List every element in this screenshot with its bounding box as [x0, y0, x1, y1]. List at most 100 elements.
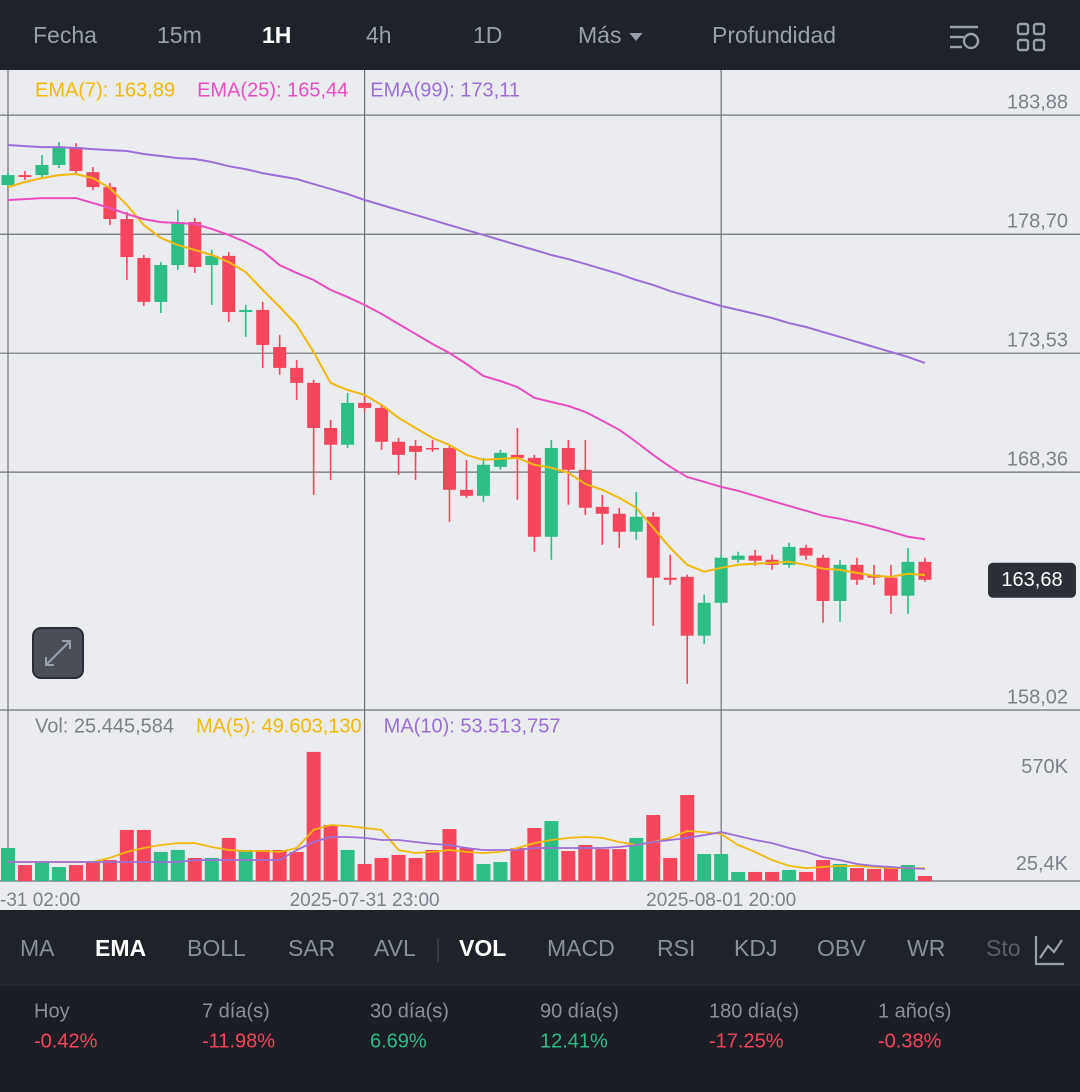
candle-body [120, 219, 134, 258]
ema-line [7, 197, 926, 541]
icon-square [1032, 22, 1046, 36]
performance-value: 6.69% [370, 1030, 427, 1052]
volume-bar [883, 868, 898, 881]
volume-bar [476, 863, 491, 881]
timeframe-tab[interactable]: Fecha [33, 22, 97, 48]
ema-line [7, 172, 925, 578]
volume-bar [510, 848, 525, 881]
indicator-tab[interactable]: WR [907, 935, 945, 961]
legend-entry: MA(5): 49.603,130 [196, 715, 362, 737]
expand-button[interactable] [32, 627, 84, 679]
volume-bar [187, 857, 202, 881]
layout-icon[interactable] [1016, 22, 1046, 52]
volume-bar [391, 854, 406, 881]
volume-bar [866, 868, 881, 881]
volume-bar [629, 837, 644, 881]
y-tick-label: 183,88 [1007, 91, 1068, 113]
candle-body [409, 445, 423, 452]
performance-label: 1 año(s) [878, 1000, 951, 1022]
candle-body [833, 564, 847, 601]
indicator-bar [0, 910, 1080, 985]
y-tick-label: 158,02 [1007, 686, 1068, 708]
candle-body [239, 309, 253, 313]
candle-body [154, 265, 168, 302]
volume-ma-line [8, 831, 925, 870]
x-tick-label: 2025-08-01 20:00 [646, 890, 796, 911]
volume-bar [340, 849, 355, 881]
candle-body [392, 441, 406, 455]
indicator-tab[interactable]: VOL [459, 935, 506, 961]
indicator-tab[interactable]: BOLL [187, 935, 246, 961]
candle-body [595, 506, 609, 514]
candle-body [816, 557, 830, 601]
indicator-tab[interactable]: AVL [374, 935, 416, 961]
candle-body [18, 175, 32, 177]
volume-bar [68, 865, 83, 881]
volume-bar [782, 870, 797, 881]
volume-bar [493, 862, 508, 881]
volume-bar [578, 845, 593, 881]
candle-body [544, 447, 558, 537]
candle-body [476, 464, 490, 496]
candle-body [901, 561, 915, 596]
timeframe-tab[interactable]: 1H [262, 22, 291, 48]
volume-bar [102, 860, 117, 881]
volume-tick-label: 25,4K [1016, 853, 1069, 875]
candle-body [663, 577, 677, 580]
legend-entry: EMA(7): 163,89 [35, 79, 175, 101]
indicator-tab[interactable]: EMA [95, 935, 146, 961]
candle-body [799, 547, 813, 556]
volume-bar [272, 849, 287, 881]
top-bar [0, 0, 1080, 70]
candle-body [442, 447, 456, 490]
volume-tick-label: 570K [1021, 756, 1068, 778]
candle-body [137, 257, 151, 302]
legend-entry: EMA(25): 165,44 [197, 79, 348, 101]
volume-bar [850, 868, 864, 881]
performance-value: 12.41% [540, 1030, 608, 1052]
indicator-tab[interactable]: SAR [288, 935, 335, 961]
volume-bar [748, 871, 763, 881]
volume-bar [799, 871, 814, 881]
settings-icon[interactable] [950, 25, 980, 50]
volume-bar [238, 849, 253, 881]
volume-bar [170, 849, 185, 881]
volume-bar [544, 821, 559, 881]
y-tick-label: 178,70 [1007, 211, 1068, 233]
performance-value: -0.42% [34, 1030, 98, 1052]
timeframe-tab[interactable]: 4h [366, 22, 392, 48]
timeframe-tab[interactable]: Más [578, 22, 621, 48]
volume-bar [612, 849, 627, 881]
indicator-tab[interactable]: Sto [986, 935, 1021, 961]
candle-body [222, 255, 236, 313]
timeframe-tab[interactable]: 15m [157, 22, 202, 48]
indicator-tab[interactable]: RSI [657, 935, 695, 961]
indicator-tab[interactable]: KDJ [734, 935, 777, 961]
candle-body [358, 402, 372, 408]
volume-bar [663, 857, 678, 881]
indicator-tab[interactable]: MA [20, 935, 55, 961]
candle-body [52, 147, 66, 166]
candle-body [714, 557, 728, 603]
volume-bar [425, 849, 440, 881]
volume-bar [731, 871, 746, 881]
volume-bar [714, 854, 729, 881]
candle-body [273, 346, 287, 368]
volume-bar [1, 848, 15, 881]
chart-icon[interactable] [1034, 936, 1064, 966]
timeframe-tab[interactable]: Profundidad [712, 22, 836, 48]
y-tick-label: 173,53 [1007, 329, 1068, 351]
volume-bar [85, 862, 100, 881]
volume-label: Vol: 25.445,584 [35, 715, 174, 737]
candle-body [307, 382, 321, 428]
ema-line [7, 144, 926, 364]
volume-bar [408, 857, 423, 881]
candle-body [578, 469, 592, 508]
indicator-tab[interactable]: OBV [817, 935, 866, 961]
volume-bar [442, 829, 457, 881]
indicator-tab[interactable]: MACD [547, 935, 615, 961]
performance-label: Hoy [34, 1000, 70, 1022]
candle-body [748, 555, 762, 561]
timeframe-tab[interactable]: 1D [473, 22, 502, 48]
